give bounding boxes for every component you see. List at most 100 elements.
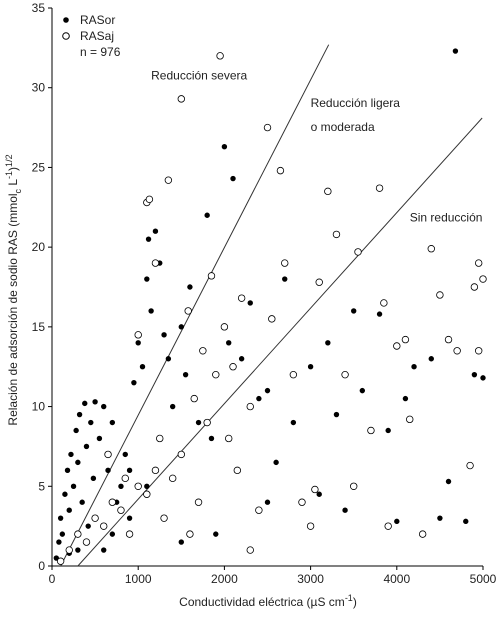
annotation: Reducción ligera xyxy=(311,96,401,110)
point xyxy=(263,123,272,132)
point xyxy=(306,522,315,530)
point xyxy=(221,144,228,150)
point xyxy=(101,547,107,553)
point xyxy=(452,48,459,54)
point xyxy=(316,491,322,497)
point xyxy=(290,419,297,426)
point xyxy=(342,507,348,513)
point xyxy=(437,515,443,521)
point xyxy=(62,491,68,497)
y-tick-label: 25 xyxy=(32,160,46,174)
point xyxy=(474,347,483,355)
point xyxy=(109,531,116,537)
y-axis-label: Relación de adsorción de sodio RAS (mmol… xyxy=(4,154,23,425)
point xyxy=(276,166,285,175)
point xyxy=(341,370,349,379)
point xyxy=(230,175,236,182)
point xyxy=(145,236,152,242)
point xyxy=(453,347,461,355)
point xyxy=(351,308,357,314)
point xyxy=(199,347,207,355)
point xyxy=(394,518,400,525)
point xyxy=(190,394,198,403)
point xyxy=(281,259,289,267)
point xyxy=(216,52,224,60)
point xyxy=(213,531,219,537)
point xyxy=(247,300,253,306)
point xyxy=(92,399,98,405)
point xyxy=(139,364,146,370)
y-tick-label: 5 xyxy=(38,479,45,493)
point xyxy=(220,323,229,331)
point xyxy=(88,419,94,426)
x-axis-label: Conductividad eléctrica (µS cm-1) xyxy=(179,593,357,609)
point xyxy=(109,419,116,426)
point xyxy=(168,474,177,483)
point xyxy=(145,195,154,204)
point xyxy=(480,375,486,381)
point xyxy=(156,434,164,443)
point xyxy=(225,434,233,443)
point xyxy=(463,518,469,525)
point xyxy=(311,485,319,494)
point xyxy=(169,403,176,410)
point xyxy=(436,291,444,299)
point xyxy=(161,332,167,338)
point xyxy=(187,284,193,290)
point xyxy=(238,356,245,362)
point xyxy=(207,272,216,280)
point xyxy=(177,95,185,103)
point xyxy=(91,514,99,522)
legend-marker xyxy=(63,17,69,23)
point xyxy=(298,498,306,506)
point xyxy=(226,340,232,346)
point xyxy=(126,467,133,474)
point xyxy=(68,451,74,458)
point xyxy=(53,555,60,561)
y-tick-label: 30 xyxy=(32,81,46,95)
point xyxy=(264,499,271,505)
point xyxy=(427,245,435,253)
point xyxy=(194,498,203,506)
point xyxy=(315,278,323,286)
point xyxy=(333,411,340,418)
y-label-part: c xyxy=(13,188,23,193)
point xyxy=(385,427,391,434)
point xyxy=(73,427,79,434)
point xyxy=(65,546,73,554)
point xyxy=(332,230,341,239)
y-tick-label: 15 xyxy=(32,320,46,334)
point xyxy=(402,395,409,402)
x-label-part: Conductividad eléctrica (µS cm xyxy=(179,595,345,609)
y-label-part: -1 xyxy=(4,171,14,179)
x-tick-label: 0 xyxy=(49,572,56,586)
point xyxy=(208,435,215,442)
point xyxy=(418,530,427,538)
point xyxy=(160,514,168,522)
point xyxy=(282,276,288,282)
y-label-part: ) xyxy=(6,167,20,171)
point xyxy=(204,212,210,218)
y-tick-label: 0 xyxy=(38,559,45,573)
y-tick-label: 20 xyxy=(32,240,46,254)
point xyxy=(90,475,97,482)
point xyxy=(104,450,112,459)
point xyxy=(151,259,160,267)
point xyxy=(273,459,279,466)
point xyxy=(268,315,276,323)
point xyxy=(384,522,392,530)
point xyxy=(466,461,474,470)
y-tick-label: 35 xyxy=(32,1,46,15)
point xyxy=(182,371,189,378)
point xyxy=(393,342,401,350)
point xyxy=(143,490,151,498)
point xyxy=(178,539,184,545)
point xyxy=(428,356,434,362)
point xyxy=(367,426,375,435)
x-tick-label: 5000 xyxy=(470,572,497,586)
point xyxy=(380,299,388,307)
point xyxy=(56,539,62,545)
point xyxy=(324,187,332,196)
point xyxy=(195,419,202,426)
point xyxy=(445,478,452,485)
